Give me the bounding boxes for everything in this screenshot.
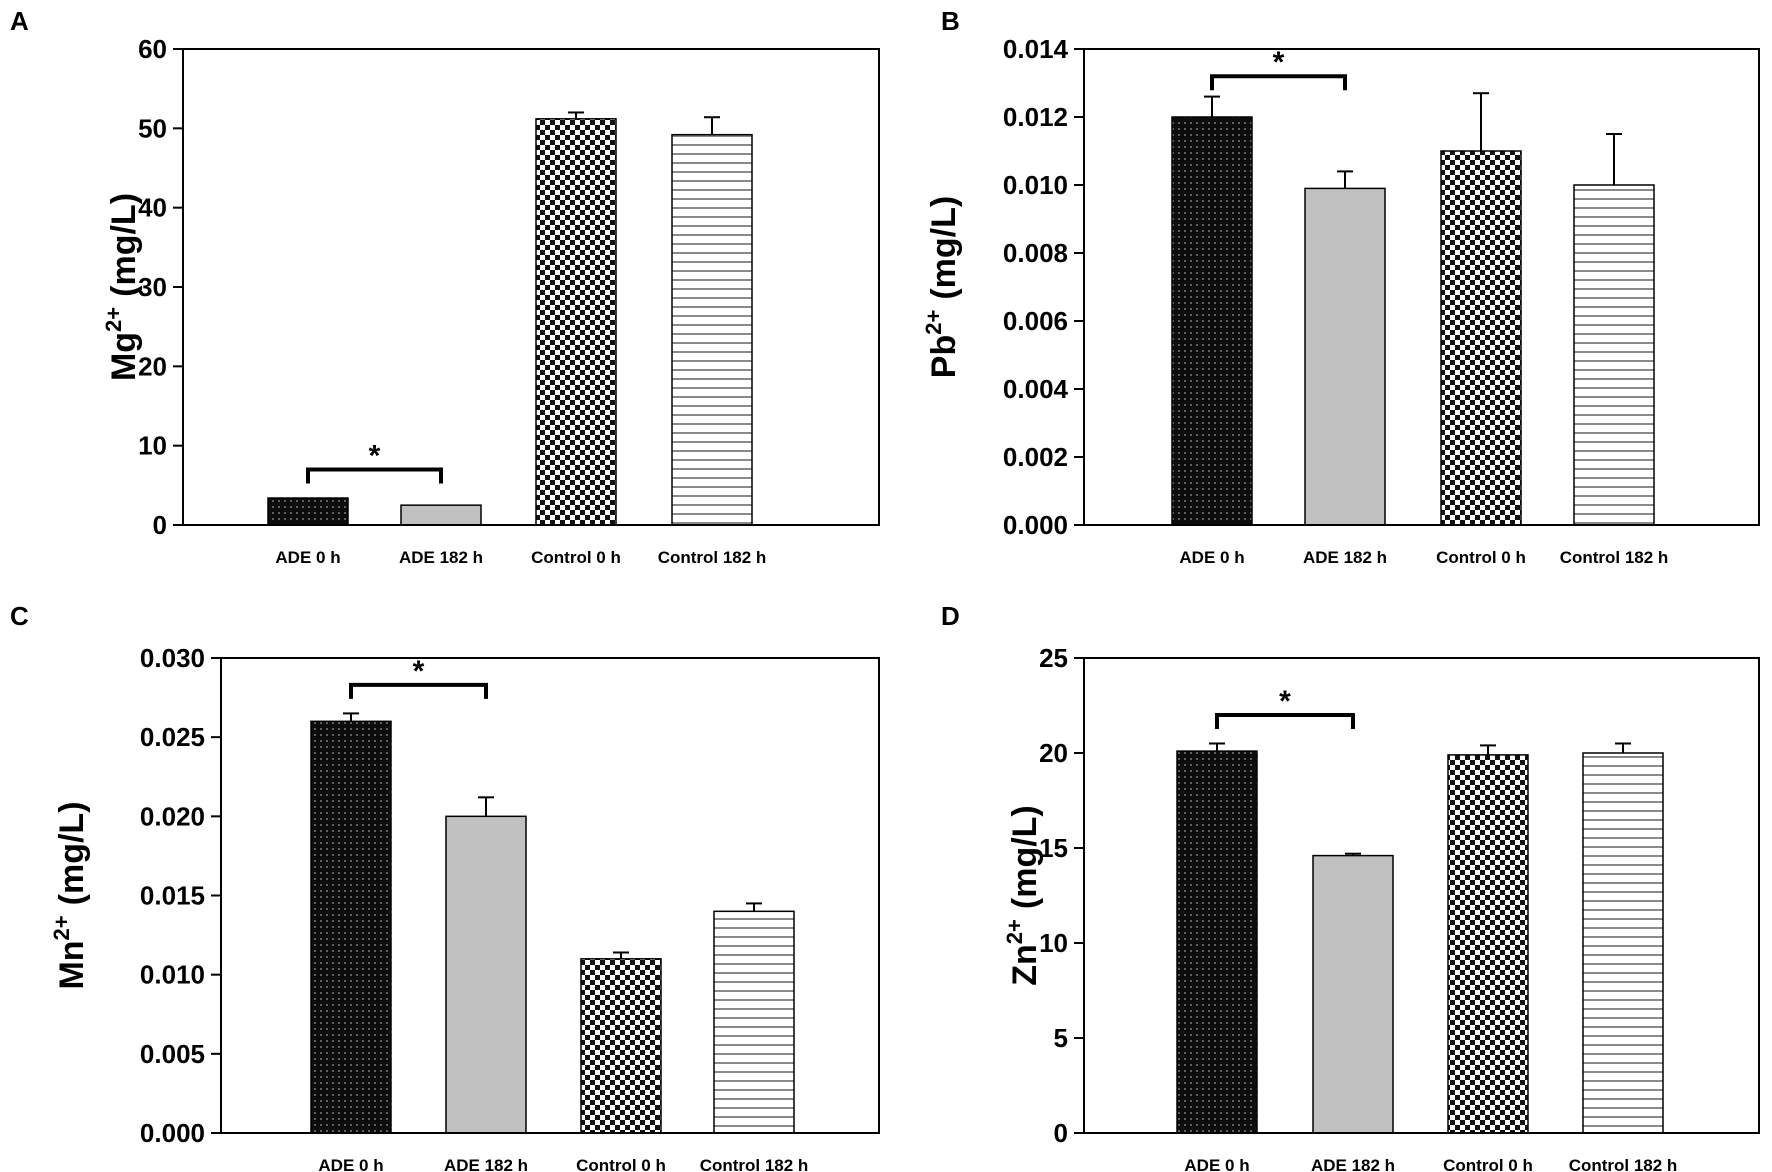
category-label: Control 182 h — [700, 1156, 809, 1172]
category-label: ADE 182 h — [1311, 1156, 1395, 1172]
bar-dotted-black-1 — [310, 720, 392, 1134]
y-tick-label: 25 — [1039, 643, 1068, 673]
bar-checkered-3 — [535, 118, 617, 526]
category-label: ADE 0 h — [1179, 548, 1244, 567]
bar-horizontal-stripes-4 — [1573, 184, 1655, 526]
y-tick-label: 0.004 — [1003, 374, 1069, 404]
significance-bracket — [1210, 74, 1347, 91]
bar-solid-grey-2 — [400, 504, 482, 526]
y-axis-label: Mg2+ (mg/L) — [101, 193, 143, 381]
y-axis-label-ion: Mg — [105, 332, 143, 381]
bar-solid-grey-2 — [1312, 854, 1394, 1134]
bar-checkered-3 — [1440, 150, 1522, 526]
bar-dotted-black-1 — [267, 497, 349, 526]
category-label: Control 0 h — [1443, 1156, 1533, 1172]
y-axis-label-charge: 2+ — [1002, 919, 1027, 944]
y-axis-label: Zn2+ (mg/L) — [1002, 805, 1044, 986]
y-tick-label: 0.012 — [1003, 102, 1068, 132]
category-label: ADE 0 h — [275, 548, 340, 567]
bar-horizontal-stripes-4 — [671, 133, 753, 526]
significance-bracket — [349, 682, 488, 699]
y-tick-label: 0 — [1054, 1118, 1068, 1148]
y-axis-label-unit: (mg/L) — [53, 801, 91, 905]
category-label: Control 0 h — [576, 1156, 666, 1172]
panel-letter: A — [10, 6, 29, 36]
significance-star: * — [413, 655, 425, 688]
category-label: ADE 182 h — [444, 1156, 528, 1172]
bar-solid-grey-2 — [1304, 187, 1386, 526]
y-axis-label-unit: (mg/L) — [105, 193, 143, 297]
y-axis-label-charge: 2+ — [101, 307, 126, 332]
y-tick-label: 0.014 — [1003, 34, 1069, 64]
y-tick-label: 0.000 — [140, 1118, 205, 1148]
category-label: ADE 0 h — [318, 1156, 383, 1172]
category-label: ADE 182 h — [1303, 548, 1387, 567]
panel-d: D ADE 0 h ADE 182 h Control 0 h Control 182 … — [941, 601, 1760, 1172]
y-axis-label: Pb2+ (mg/L) — [921, 196, 963, 378]
bar-dotted-black-1 — [1176, 750, 1258, 1134]
y-tick-label: 0 — [153, 510, 167, 540]
y-tick-label: 10 — [1039, 928, 1068, 958]
y-tick-label: 0.015 — [140, 881, 205, 911]
y-tick-label: 0.000 — [1003, 510, 1068, 540]
panel-c: C ADE 0 h ADE 182 h Control 0 h Control 182 … — [10, 601, 880, 1172]
panel-letter: B — [941, 6, 960, 36]
panel-letter: C — [10, 601, 29, 631]
y-axis-label-charge: 2+ — [49, 915, 74, 940]
y-tick-label: 20 — [1039, 738, 1068, 768]
y-tick-label: 15 — [1039, 833, 1068, 863]
y-tick-label: 50 — [138, 113, 167, 143]
panel-a: A ADE 0 h ADE 182 h Control 0 h Control 182 … — [10, 6, 880, 567]
y-tick-label: 0.002 — [1003, 442, 1068, 472]
bar-checkered-3 — [1447, 754, 1529, 1134]
y-tick-label: 20 — [138, 351, 167, 381]
y-axis-label-unit: (mg/L) — [925, 196, 963, 300]
y-axis-label-ion: Mn — [53, 940, 91, 989]
plot-frame — [1083, 48, 1760, 526]
y-tick-label: 0.020 — [140, 801, 205, 831]
panel-b: B ADE 0 h ADE 182 h Control 0 h Control 182 … — [921, 6, 1760, 567]
category-label: ADE 182 h — [399, 548, 483, 567]
y-tick-label: 5 — [1054, 1023, 1068, 1053]
category-label: ADE 0 h — [1184, 1156, 1249, 1172]
category-label: Control 182 h — [1560, 548, 1669, 567]
y-tick-label: 0.005 — [140, 1039, 205, 1069]
y-tick-label: 40 — [138, 193, 167, 223]
y-tick-label: 30 — [138, 272, 167, 302]
significance-star: * — [369, 439, 381, 472]
panel-letter: D — [941, 601, 960, 631]
y-tick-label: 60 — [138, 34, 167, 64]
y-tick-label: 0.008 — [1003, 238, 1068, 268]
bar-solid-grey-2 — [445, 815, 527, 1134]
category-label: Control 0 h — [1436, 548, 1526, 567]
bar-horizontal-stripes-4 — [713, 910, 795, 1134]
significance-bracket — [306, 467, 443, 484]
bar-horizontal-stripes-4 — [1582, 752, 1664, 1134]
y-axis-label-ion: Zn — [1006, 944, 1044, 986]
category-label: Control 0 h — [531, 548, 621, 567]
y-tick-label: 0.030 — [140, 643, 205, 673]
y-tick-label: 10 — [138, 431, 167, 461]
significance-star: * — [1279, 685, 1291, 718]
y-tick-label: 0.006 — [1003, 306, 1068, 336]
y-tick-label: 0.010 — [140, 960, 205, 990]
significance-star: * — [1273, 46, 1285, 79]
significance-bracket — [1215, 713, 1355, 729]
y-axis-label-unit: (mg/L) — [1006, 805, 1044, 909]
y-tick-label: 0.010 — [1003, 170, 1068, 200]
y-axis-label-ion: Pb — [925, 335, 963, 378]
y-axis-label: Mn2+ (mg/L) — [49, 801, 91, 989]
category-label: Control 182 h — [1569, 1156, 1678, 1172]
plot-frame — [182, 48, 880, 526]
y-axis-label-charge: 2+ — [921, 310, 946, 335]
y-tick-label: 0.025 — [140, 722, 205, 752]
bar-checkered-3 — [580, 958, 662, 1134]
bar-dotted-black-1 — [1171, 116, 1253, 526]
category-label: Control 182 h — [658, 548, 767, 567]
plot-frame — [1083, 657, 1760, 1134]
